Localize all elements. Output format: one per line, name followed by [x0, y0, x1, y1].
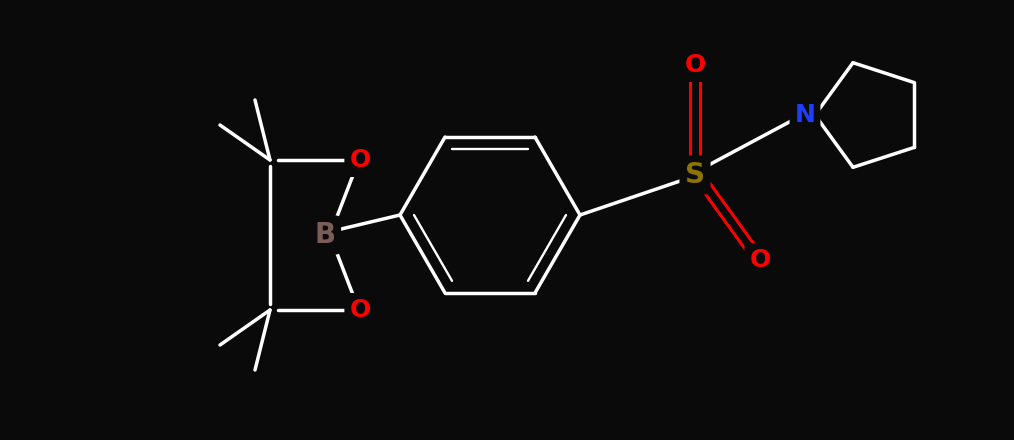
- Text: O: O: [749, 248, 771, 272]
- Text: B: B: [314, 221, 336, 249]
- Text: S: S: [685, 161, 705, 189]
- Text: N: N: [795, 103, 815, 127]
- Text: O: O: [350, 148, 371, 172]
- Text: O: O: [684, 53, 706, 77]
- Text: O: O: [350, 298, 371, 322]
